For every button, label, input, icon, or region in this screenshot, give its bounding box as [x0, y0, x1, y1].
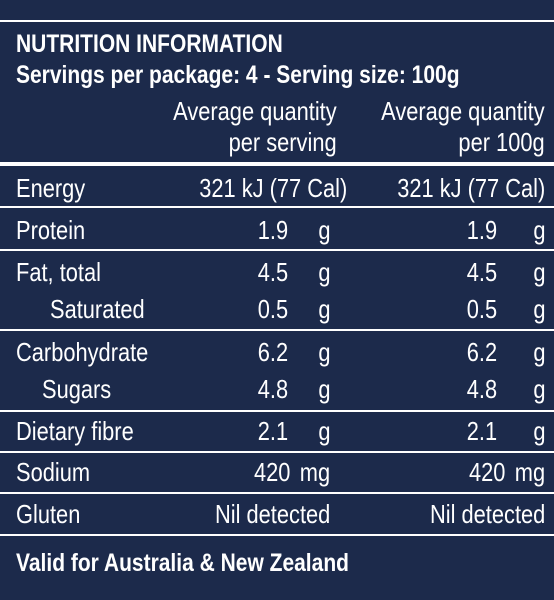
footer: Valid for Australia & New Zealand [16, 549, 349, 577]
value: Nil detected [429, 499, 545, 529]
value: 0.5 [466, 294, 497, 324]
value: 420 [468, 457, 505, 487]
unit: g [317, 374, 330, 404]
unit: g [532, 416, 545, 446]
unit: g [532, 215, 545, 245]
value: 2.1 [257, 416, 288, 446]
unit: g [317, 416, 330, 446]
row-label: Gluten [16, 499, 81, 529]
rule [0, 249, 554, 251]
value: 321 kJ (77 Cal) [198, 173, 347, 203]
value: 4.5 [257, 257, 288, 287]
unit: g [532, 337, 545, 367]
value: 6.2 [466, 337, 497, 367]
unit: g [532, 257, 545, 287]
unit: g [317, 294, 330, 324]
rule [0, 534, 554, 536]
rule [0, 410, 554, 412]
value: 4.8 [257, 374, 288, 404]
column-header: per serving [228, 127, 337, 157]
row-label: Dietary fibre [16, 416, 134, 446]
unit: g [532, 294, 545, 324]
unit: g [317, 337, 330, 367]
value: 420 [253, 457, 290, 487]
unit: g [317, 215, 330, 245]
column-header: Average quantity [173, 96, 337, 126]
row-label: Fat, total [16, 257, 101, 287]
row-label: Carbohydrate [16, 337, 149, 367]
column-header: per 100g [458, 127, 545, 157]
rule [0, 451, 554, 453]
rule [0, 492, 554, 494]
value: 4.8 [466, 374, 497, 404]
value: 6.2 [257, 337, 288, 367]
subtitle: Servings per package: 4 - Serving size: … [16, 61, 460, 89]
column-header: Average quantity [381, 96, 545, 126]
value: 1.9 [257, 215, 288, 245]
value: 0.5 [257, 294, 288, 324]
value: 321 kJ (77 Cal) [396, 173, 545, 203]
row-label: Sugars [42, 374, 112, 404]
value: 1.9 [466, 215, 497, 245]
row-label: Energy [16, 173, 86, 203]
rule [0, 329, 554, 331]
value: 4.5 [466, 257, 497, 287]
unit: g [532, 374, 545, 404]
unit: mg [514, 457, 545, 487]
rule [0, 162, 554, 166]
rule [0, 20, 554, 22]
value: Nil detected [214, 499, 330, 529]
value: 2.1 [466, 416, 497, 446]
rule [0, 206, 554, 208]
title: NUTRITION INFORMATION [16, 30, 283, 58]
unit: mg [299, 457, 330, 487]
row-label: Saturated [50, 294, 145, 324]
unit: g [317, 257, 330, 287]
row-label: Sodium [16, 457, 91, 487]
row-label: Protein [16, 215, 86, 245]
